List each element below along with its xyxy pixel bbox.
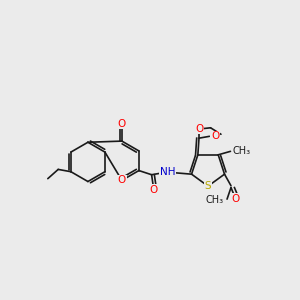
Text: NH: NH xyxy=(160,167,176,177)
Text: CH₃: CH₃ xyxy=(232,146,250,156)
Text: O: O xyxy=(195,124,203,134)
Text: S: S xyxy=(205,181,211,191)
Text: O: O xyxy=(231,194,239,204)
Text: O: O xyxy=(118,176,126,185)
Text: O: O xyxy=(149,185,158,195)
Text: O: O xyxy=(118,119,126,129)
Text: CH₃: CH₃ xyxy=(206,195,224,205)
Text: O: O xyxy=(211,131,219,141)
